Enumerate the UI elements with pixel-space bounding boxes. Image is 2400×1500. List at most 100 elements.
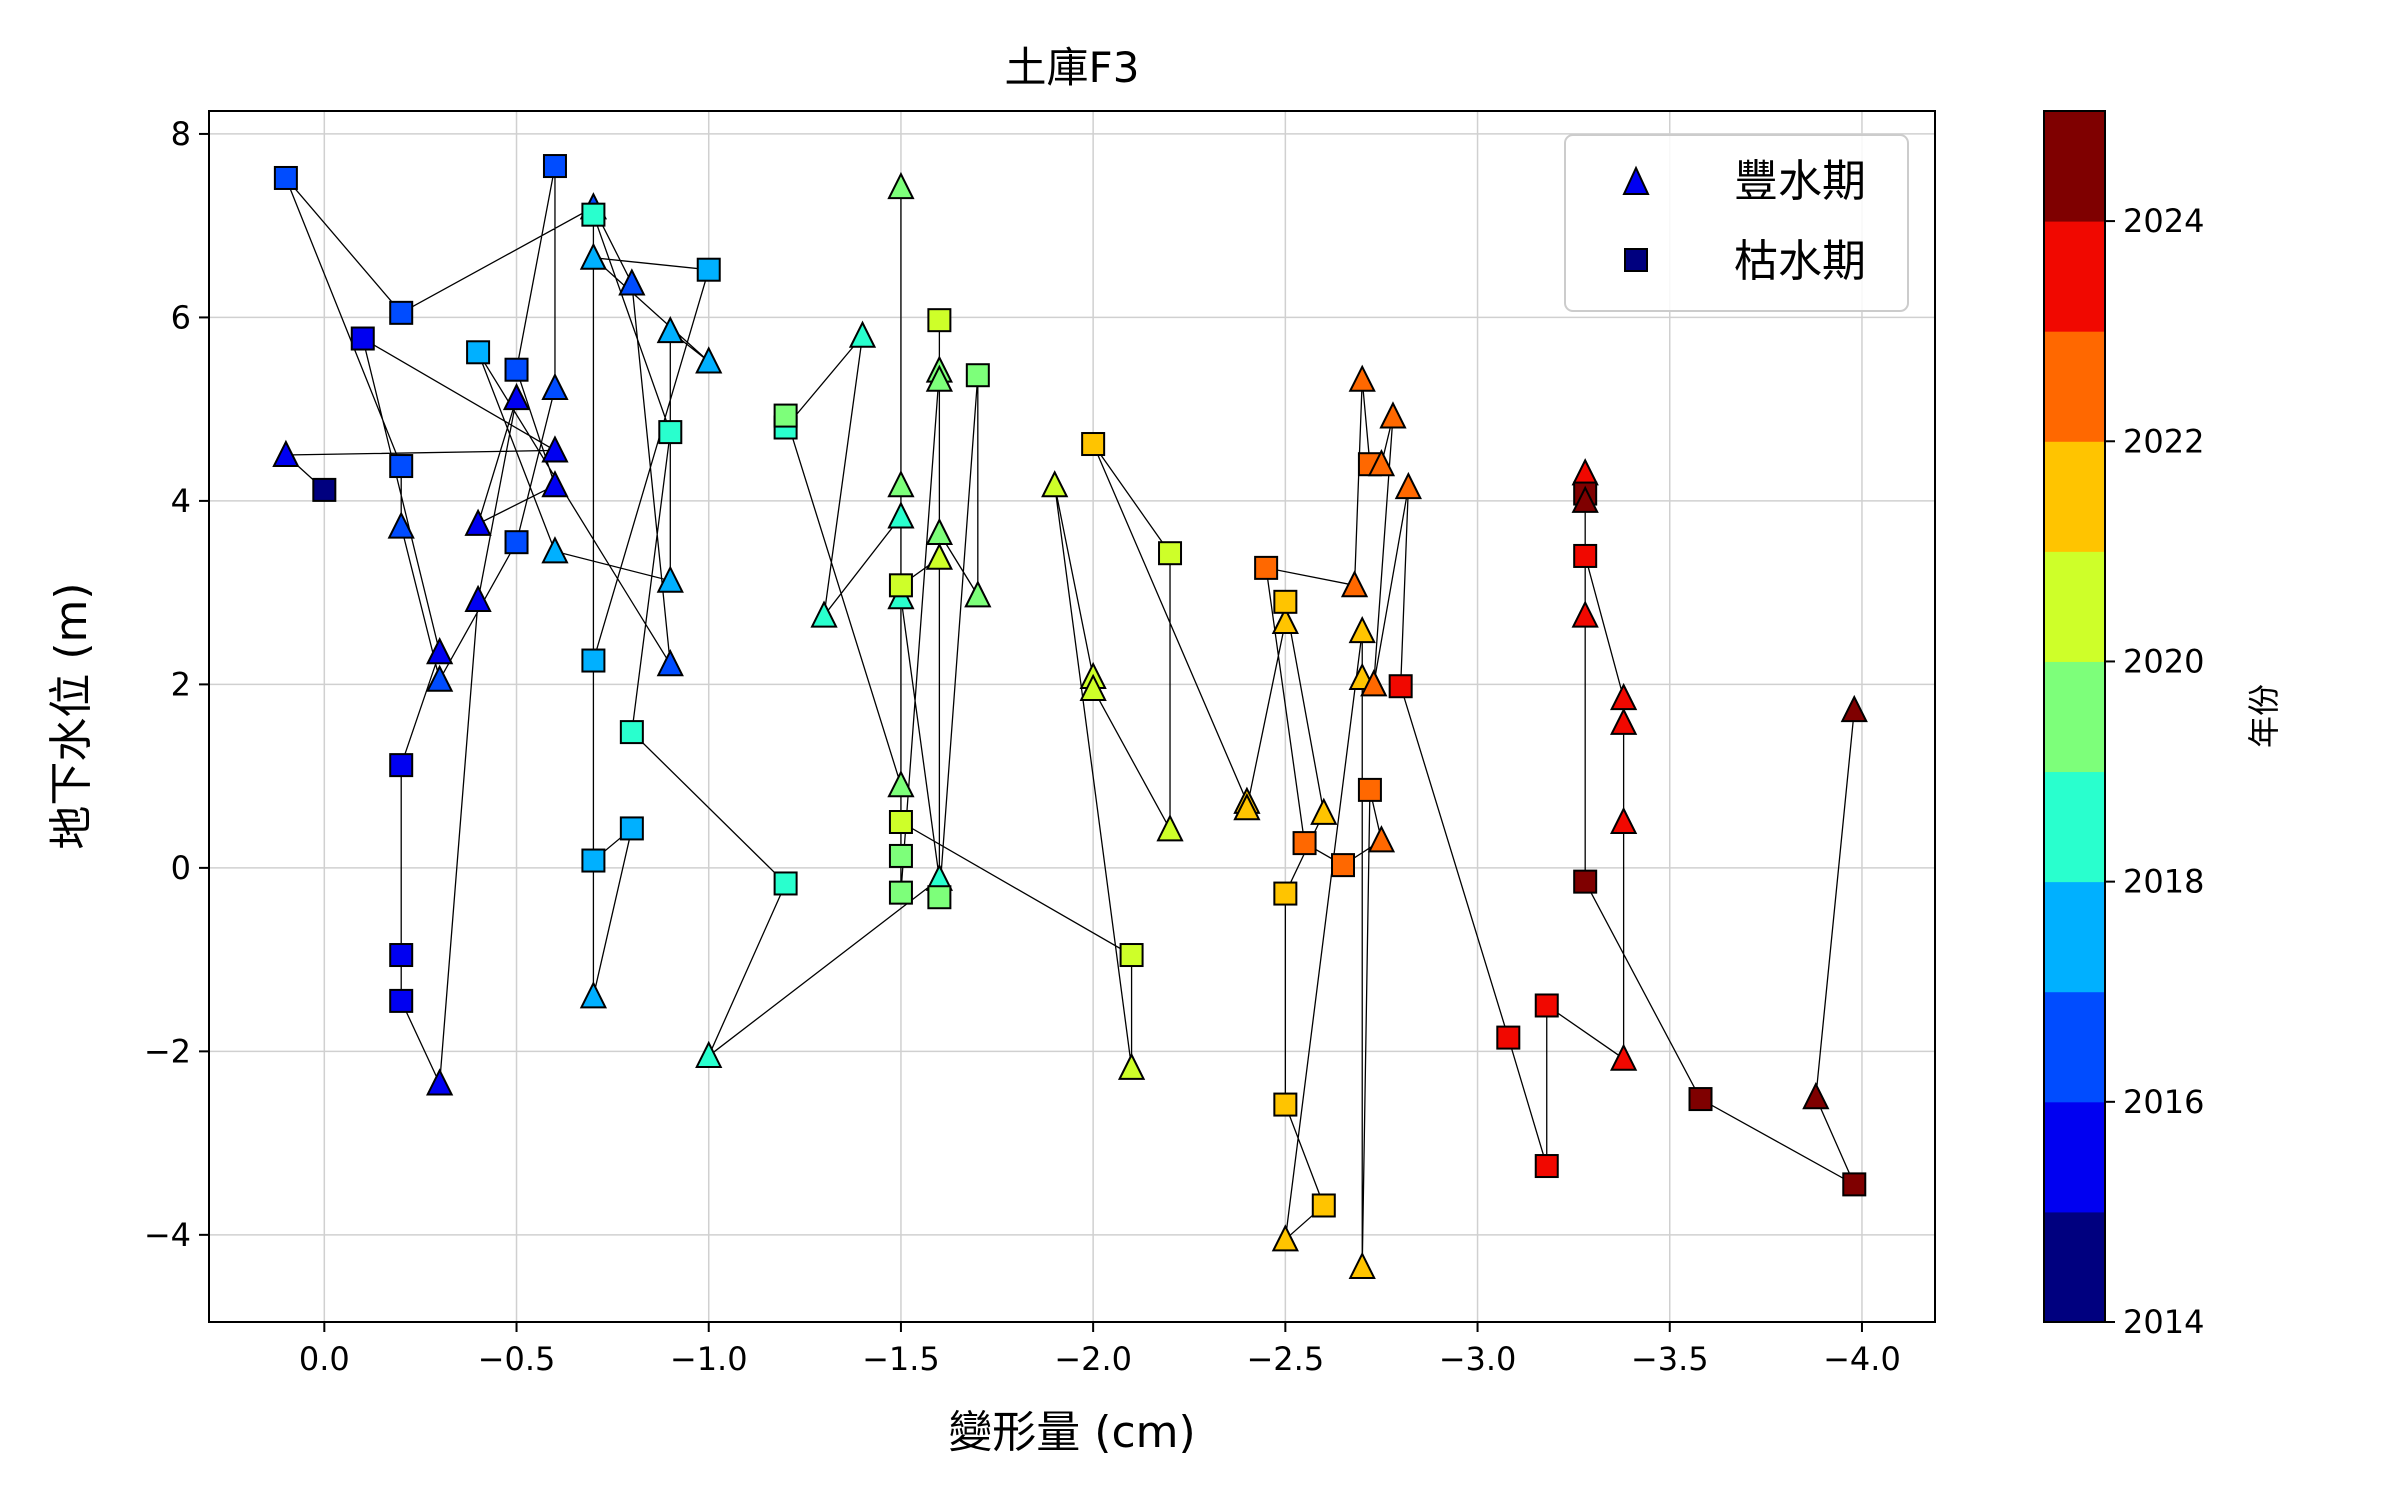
dry-season-point — [581, 202, 606, 227]
wet-season-point — [887, 501, 915, 529]
dry-season-point — [1388, 674, 1413, 699]
wet-season-point — [1271, 606, 1299, 635]
wet-season-point — [656, 315, 684, 344]
dry-season-point — [773, 871, 798, 896]
dry-season-point — [927, 308, 952, 333]
wet-season-point — [1394, 471, 1422, 500]
dry-season-point — [1842, 1172, 1867, 1197]
wet-season-point — [272, 439, 300, 468]
dry-season-point — [696, 257, 721, 282]
wet-season-point — [541, 536, 569, 564]
wet-season-point — [541, 372, 569, 401]
colorbar-tick-label: 2022 — [2123, 422, 2204, 460]
wet-season-point — [1367, 825, 1396, 853]
dry-season-point — [1311, 1193, 1336, 1218]
legend-square-icon — [1624, 248, 1648, 272]
dry-season-point — [1534, 1154, 1559, 1179]
data-points — [272, 154, 1868, 1279]
dry-season-point — [619, 720, 644, 745]
x-tick-label: −2.0 — [1054, 1340, 1132, 1378]
colorbar-label: 年份 — [2245, 684, 2283, 748]
wet-season-point — [1233, 793, 1261, 821]
wet-season-point — [1610, 1043, 1638, 1071]
dry-season-point — [888, 573, 913, 598]
wet-season-point — [1379, 401, 1407, 429]
colorbar-tick-label: 2020 — [2123, 642, 2204, 680]
colorbar-bin — [2044, 331, 2105, 442]
wet-season-point — [656, 565, 684, 593]
wet-season-point — [541, 435, 569, 463]
dry-season-point — [1081, 432, 1106, 457]
dry-season-point — [312, 477, 337, 502]
wet-season-point — [1360, 669, 1388, 697]
colorbar-tick-label: 2018 — [2123, 863, 2204, 901]
x-tick-label: −3.5 — [1631, 1340, 1709, 1378]
x-axis-ticks: 0.0 −0.5 −1.0 −1.5 −2.0 −2.5 −3.0 −3.5 −4.0 — [299, 1322, 1901, 1378]
wet-season-point — [541, 470, 569, 498]
wet-season-point — [695, 346, 723, 374]
dry-season-point — [1688, 1087, 1713, 1112]
colorbar-bin — [2044, 881, 2105, 993]
x-tick-label: 0.0 — [299, 1340, 350, 1378]
dry-season-point — [389, 943, 414, 968]
colorbar-tick-label: 2014 — [2123, 1303, 2204, 1341]
dry-season-point — [888, 880, 913, 905]
wet-season-point — [887, 470, 915, 498]
wet-season-point — [1117, 1052, 1146, 1080]
dry-season-point — [658, 420, 683, 445]
wet-season-point — [1156, 814, 1184, 842]
colorbar-tick-label: 2016 — [2123, 1083, 2204, 1121]
wet-season-point — [387, 511, 415, 539]
wet-season-point — [1348, 364, 1376, 392]
y-tick-label: 2 — [171, 665, 191, 703]
y-tick-label: −4 — [144, 1216, 191, 1254]
x-tick-label: −1.0 — [670, 1340, 748, 1378]
colorbar: 2014 2016 2018 2020 2022 2024 — [2043, 110, 2204, 1341]
x-tick-label: −2.5 — [1246, 1340, 1324, 1378]
dry-season-point — [1292, 831, 1317, 856]
wet-season-point — [1041, 470, 1069, 498]
dry-season-point — [1254, 555, 1279, 580]
dry-season-point — [389, 454, 414, 479]
colorbar-bin — [2044, 771, 2105, 883]
dry-season-point — [389, 988, 414, 1013]
wet-season-point — [426, 637, 454, 665]
colorbar-frame — [2043, 110, 2106, 1323]
wet-season-point — [464, 508, 492, 536]
legend-triangle-icon — [1622, 165, 1650, 195]
dry-season-point — [273, 165, 298, 190]
y-axis-label: 地下水位 (m) — [46, 582, 97, 849]
wet-season-point — [1610, 682, 1638, 711]
wet-season-point — [1367, 448, 1396, 477]
dry-season-point — [466, 340, 491, 365]
wet-season-point — [925, 364, 953, 392]
dry-season-point — [1534, 993, 1559, 1018]
dry-season-point — [581, 648, 606, 673]
colorbar-bin — [2044, 551, 2105, 662]
dry-season-point — [619, 816, 644, 841]
colorbar-bin — [2044, 221, 2105, 332]
y-tick-label: 0 — [171, 849, 191, 887]
wet-season-point — [656, 648, 684, 677]
wet-season-point — [502, 382, 531, 411]
legend-box — [1564, 134, 1909, 312]
wet-season-point — [810, 600, 838, 628]
dry-season-point — [389, 753, 414, 778]
dry-season-point — [773, 403, 798, 428]
dry-season-point — [1158, 541, 1183, 566]
dry-season-point — [389, 300, 414, 325]
x-axis-label: 變形量 (cm) — [948, 1407, 1195, 1458]
x-tick-label: −0.5 — [478, 1340, 556, 1378]
dry-season-point — [1273, 1092, 1298, 1117]
colorbar-tick-label: 2024 — [2123, 202, 2204, 240]
dry-season-point — [1573, 543, 1598, 568]
legend-label-dry: 枯水期 — [1734, 236, 1866, 287]
plot-frame — [208, 110, 1936, 1323]
wet-season-point — [579, 242, 608, 270]
x-tick-label: −1.5 — [862, 1340, 940, 1378]
y-tick-label: 6 — [171, 298, 191, 336]
wet-season-point — [887, 171, 915, 200]
wet-season-point — [887, 770, 915, 798]
